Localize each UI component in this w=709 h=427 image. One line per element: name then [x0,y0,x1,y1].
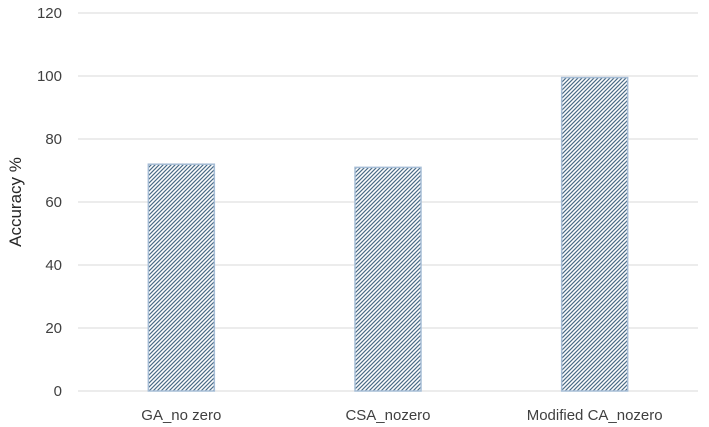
y-tick-label: 60 [45,194,62,211]
y-tick-label: 0 [54,383,62,400]
bar [147,163,216,392]
bars [147,76,629,392]
x-tick-labels: GA_no zero CSA_nozero Modified CA_nozero [141,407,662,424]
y-axis-title: Accuracy % [6,157,25,247]
x-tick-label: GA_no zero [141,407,221,424]
y-tick-label: 100 [37,68,62,85]
y-tick-labels: 0 20 40 60 80 100 120 [37,5,62,400]
x-tick-label: CSA_nozero [345,407,430,424]
y-tick-label: 80 [45,131,62,148]
x-tick-label: Modified CA_nozero [527,407,663,424]
y-tick-label: 40 [45,257,62,274]
y-tick-label: 120 [37,5,62,22]
y-tick-label: 20 [45,320,62,337]
bar [560,76,629,392]
bar [354,166,422,392]
